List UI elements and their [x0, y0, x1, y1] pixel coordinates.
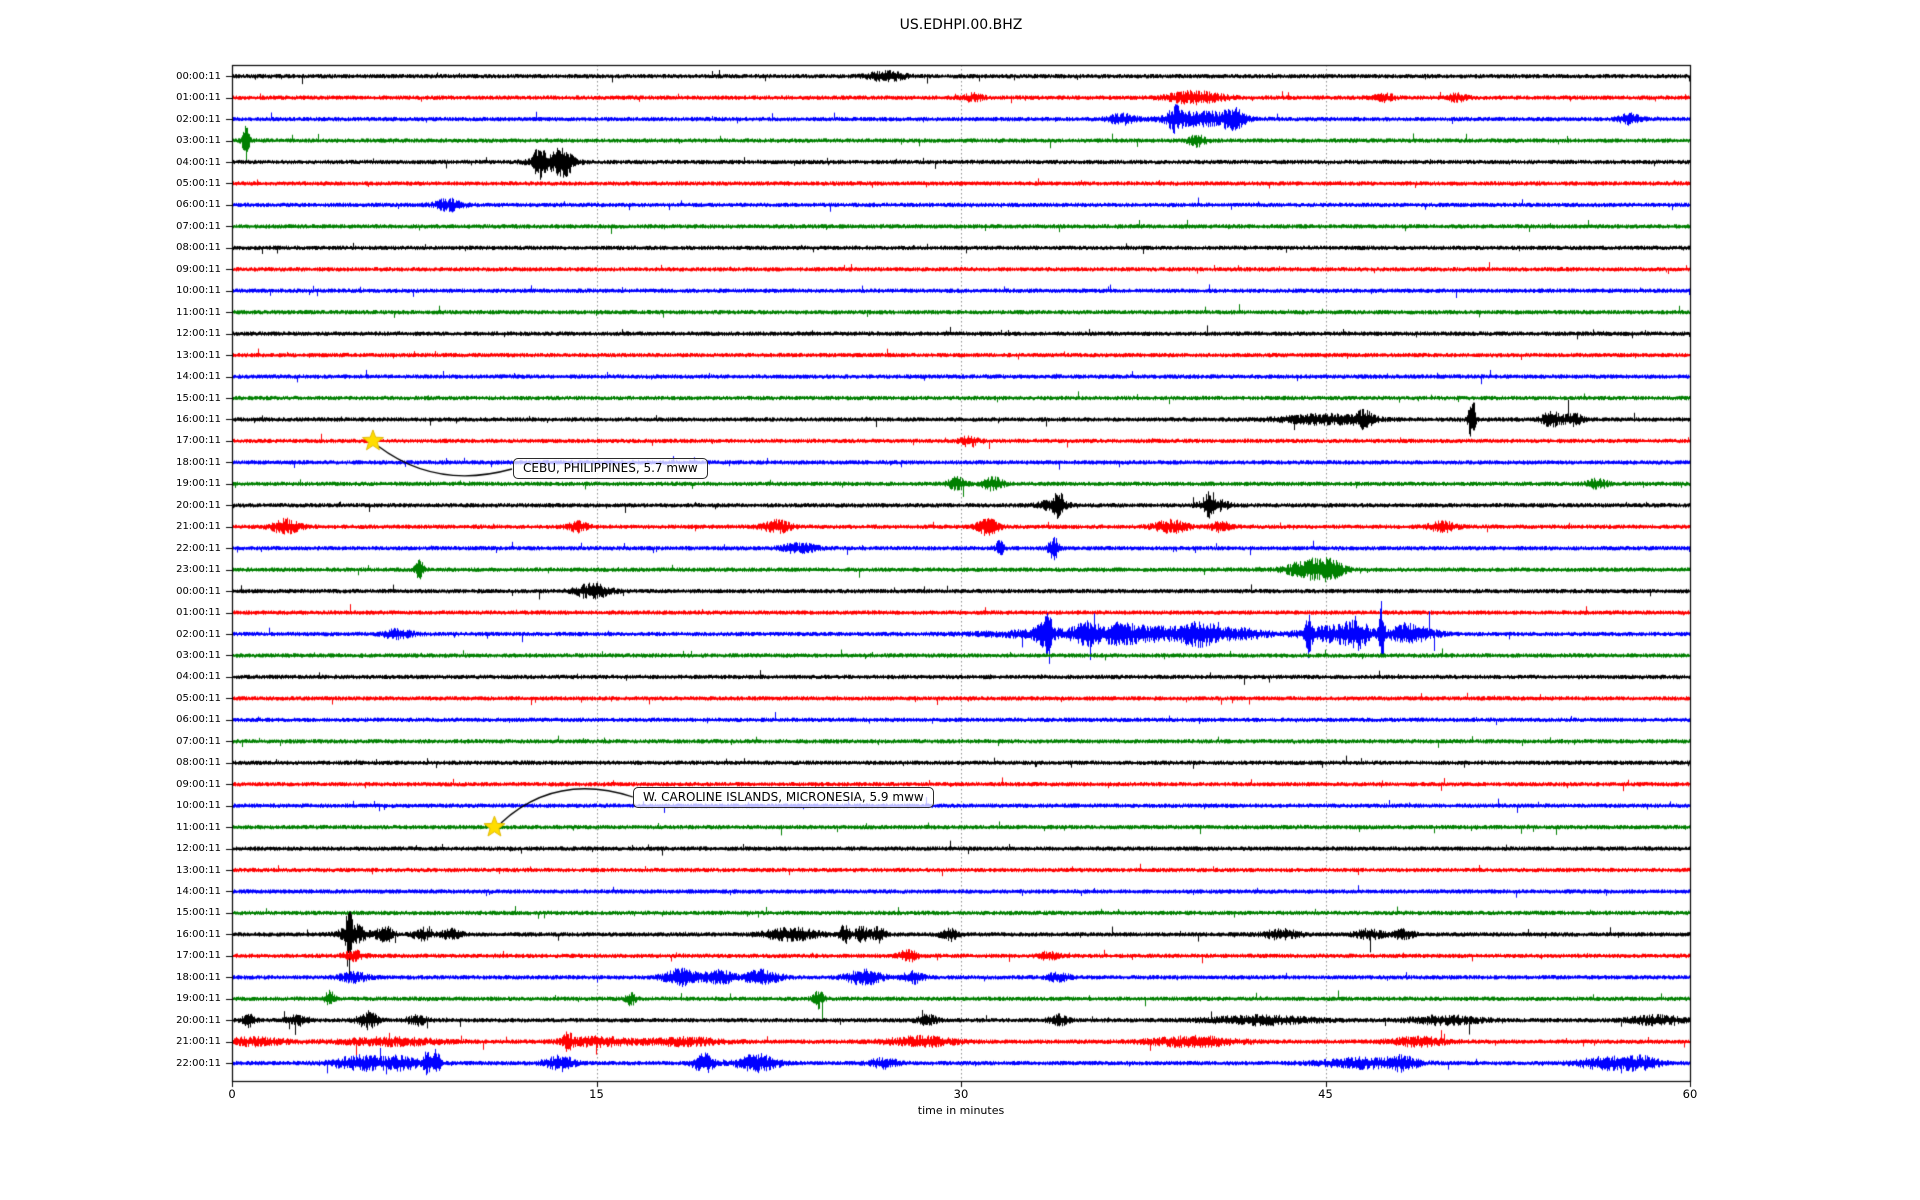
trace-label: 13:00:11 [176, 864, 221, 876]
trace-label: 07:00:11 [176, 220, 221, 232]
trace-label: 00:00:11 [176, 70, 221, 82]
trace-label: 15:00:11 [176, 392, 221, 404]
trace-label: 02:00:11 [176, 113, 221, 125]
trace-label: 11:00:11 [176, 306, 221, 318]
trace-label: 13:00:11 [176, 349, 221, 361]
x-tick-label: 45 [1318, 1087, 1333, 1101]
trace-label: 06:00:11 [176, 199, 221, 211]
trace-label: 16:00:11 [176, 928, 221, 940]
trace-label: 08:00:11 [176, 242, 221, 254]
trace-label: 05:00:11 [176, 177, 221, 189]
x-tick-label: 0 [228, 1087, 236, 1101]
trace-label: 10:00:11 [176, 800, 221, 812]
x-tick-label: 60 [1682, 1087, 1698, 1101]
trace-label: 15:00:11 [176, 907, 221, 919]
trace-label: 02:00:11 [176, 628, 221, 640]
trace-label: 14:00:11 [176, 371, 221, 383]
x-axis-label: time in minutes [917, 1104, 1005, 1117]
trace-label: 20:00:11 [176, 1014, 221, 1026]
trace-label: 05:00:11 [176, 692, 221, 704]
trace-label: 20:00:11 [176, 499, 221, 511]
trace-label: 12:00:11 [176, 843, 221, 855]
trace-label: 08:00:11 [176, 757, 221, 769]
trace-label: 22:00:11 [176, 542, 221, 554]
trace-label: 00:00:11 [176, 585, 221, 597]
trace-label: 18:00:11 [176, 456, 221, 468]
trace-label: 23:00:11 [176, 564, 221, 576]
trace-label: 07:00:11 [176, 735, 221, 747]
trace-label: 14:00:11 [176, 885, 221, 897]
trace-label: 03:00:11 [176, 649, 221, 661]
x-tick-label: 30 [953, 1087, 969, 1101]
annotation-cebu-philippines: CEBU, PHILIPPINES, 5.7 mww [513, 458, 708, 479]
trace-label: 21:00:11 [176, 1036, 221, 1048]
trace-label: 01:00:11 [176, 607, 221, 619]
trace-label: 06:00:11 [176, 714, 221, 726]
trace-label: 11:00:11 [176, 821, 221, 833]
annotation-w-caroline-islands: W. CAROLINE ISLANDS, MICRONESIA, 5.9 mww [633, 787, 934, 808]
trace-label: 16:00:11 [176, 413, 221, 425]
trace-label: 04:00:11 [176, 671, 221, 683]
trace-label: 09:00:11 [176, 263, 221, 275]
trace-label: 01:00:11 [176, 92, 221, 104]
trace-label: 04:00:11 [176, 156, 221, 168]
trace-label: 22:00:11 [176, 1057, 221, 1069]
trace-label: 09:00:11 [176, 778, 221, 790]
trace-label: 10:00:11 [176, 285, 221, 297]
trace-label: 19:00:11 [176, 993, 221, 1005]
trace-label: 18:00:11 [176, 971, 221, 983]
x-tick-label: 15 [589, 1087, 604, 1101]
trace-label: 21:00:11 [176, 521, 221, 533]
trace-label: 17:00:11 [176, 435, 221, 447]
trace-label: 19:00:11 [176, 478, 221, 490]
trace-label: 17:00:11 [176, 950, 221, 962]
trace-label: 12:00:11 [176, 328, 221, 340]
trace-label: 03:00:11 [176, 135, 221, 147]
